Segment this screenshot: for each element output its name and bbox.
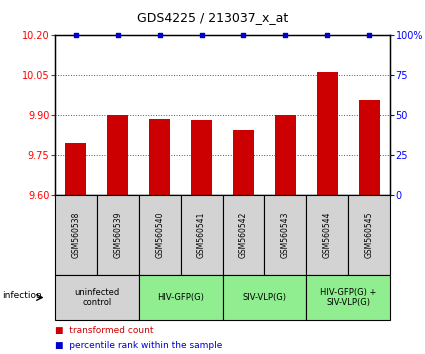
Text: uninfected
control: uninfected control bbox=[74, 288, 119, 307]
Text: GSM560541: GSM560541 bbox=[197, 212, 206, 258]
Bar bbox=[275, 115, 296, 195]
Text: GSM560538: GSM560538 bbox=[71, 212, 80, 258]
Point bbox=[114, 32, 121, 38]
Bar bbox=[65, 143, 86, 195]
Text: SIV-VLP(G): SIV-VLP(G) bbox=[242, 293, 286, 302]
Bar bbox=[317, 72, 337, 195]
Text: GSM560544: GSM560544 bbox=[323, 212, 332, 258]
Point bbox=[366, 32, 372, 38]
Text: HIV-GFP(G) +
SIV-VLP(G): HIV-GFP(G) + SIV-VLP(G) bbox=[320, 288, 376, 307]
Point bbox=[282, 32, 289, 38]
Text: infection: infection bbox=[2, 291, 42, 300]
Bar bbox=[233, 130, 254, 195]
Point bbox=[240, 32, 247, 38]
Text: GSM560545: GSM560545 bbox=[365, 212, 374, 258]
Text: ■  percentile rank within the sample: ■ percentile rank within the sample bbox=[55, 342, 222, 350]
Point bbox=[198, 32, 205, 38]
Bar bbox=[108, 115, 128, 195]
Bar bbox=[359, 100, 380, 195]
Text: GSM560539: GSM560539 bbox=[113, 212, 122, 258]
Point bbox=[156, 32, 163, 38]
Bar bbox=[191, 120, 212, 195]
Text: GSM560540: GSM560540 bbox=[155, 212, 164, 258]
Text: ■  transformed count: ■ transformed count bbox=[55, 325, 153, 335]
Point bbox=[324, 32, 331, 38]
Text: GDS4225 / 213037_x_at: GDS4225 / 213037_x_at bbox=[137, 11, 288, 24]
Bar bbox=[149, 119, 170, 195]
Text: GSM560543: GSM560543 bbox=[281, 212, 290, 258]
Point bbox=[73, 32, 79, 38]
Text: HIV-GFP(G): HIV-GFP(G) bbox=[157, 293, 204, 302]
Text: GSM560542: GSM560542 bbox=[239, 212, 248, 258]
